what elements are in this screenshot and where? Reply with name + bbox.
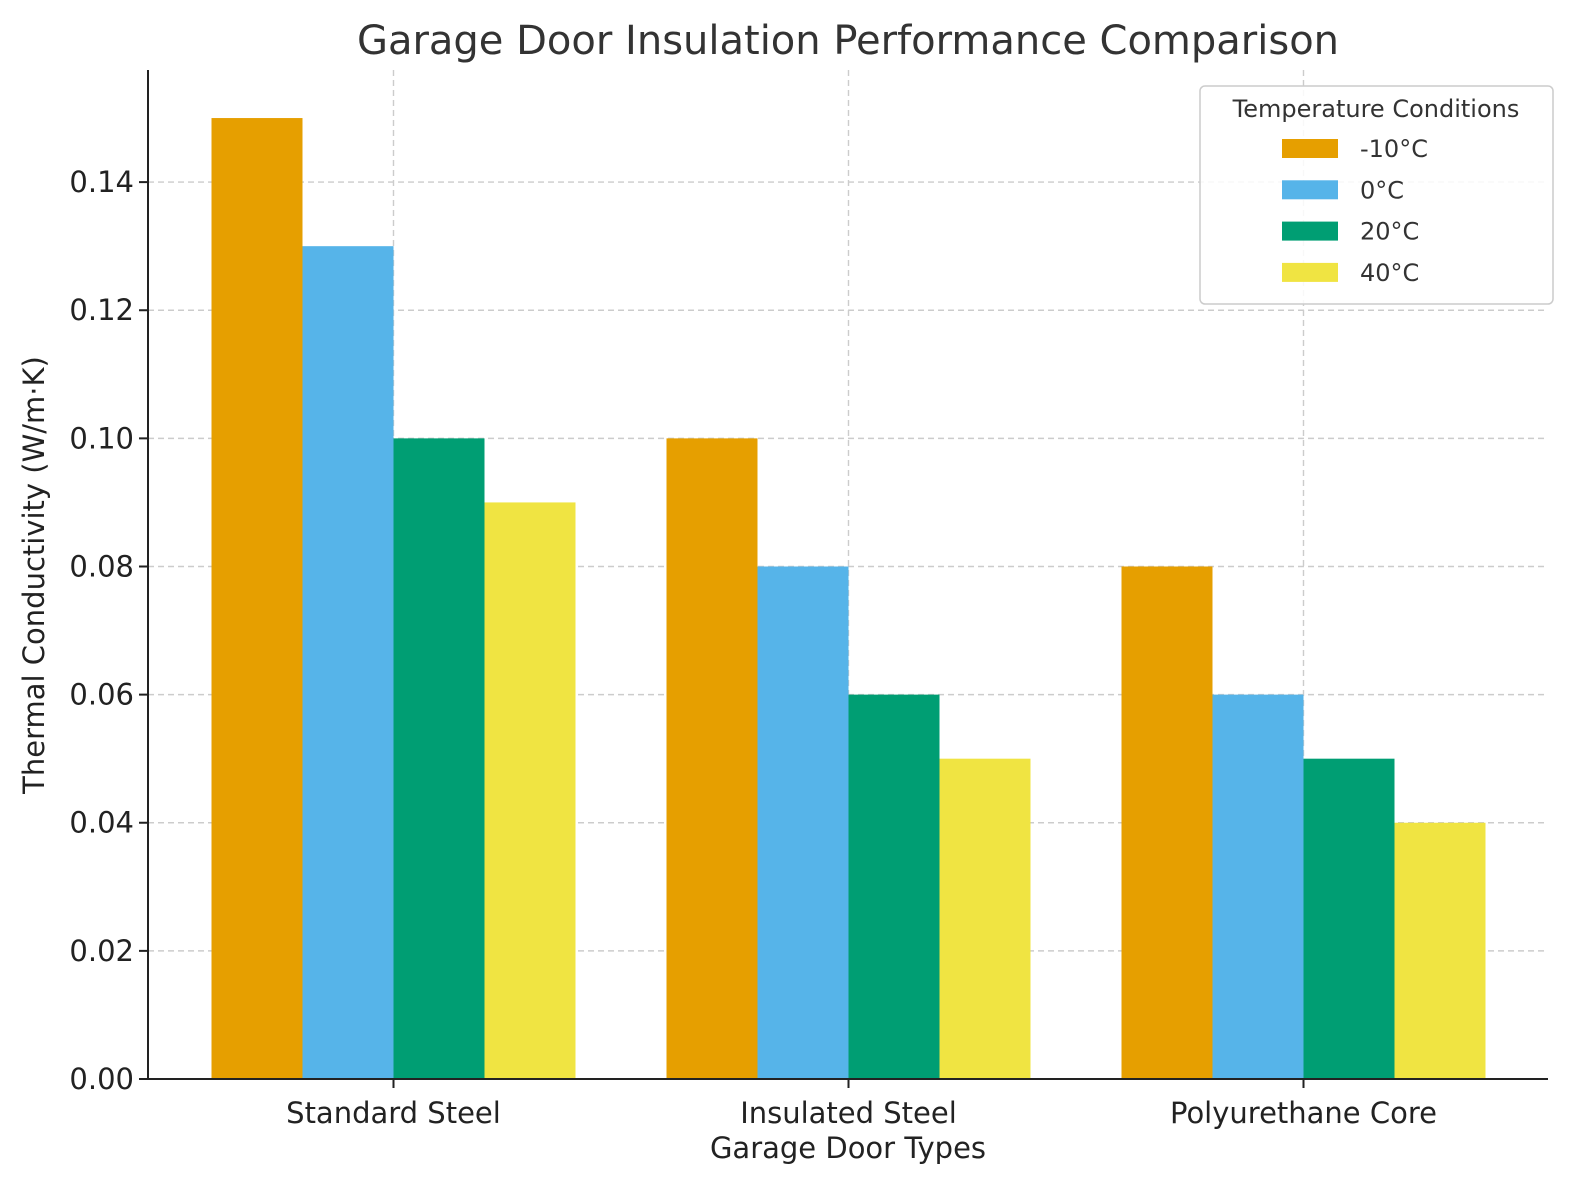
bar-20°C-insulated-steel <box>848 694 940 1079</box>
y-axis-label: Thermal Conductivity (W/m·K) <box>17 356 51 795</box>
legend-label: 20°C <box>1360 218 1419 246</box>
legend-title: Temperature Conditions <box>1232 95 1520 123</box>
bar-40°C-standard-steel <box>484 502 576 1079</box>
bar-40°C-insulated-steel <box>939 758 1031 1079</box>
bar-20°C-standard-steel <box>393 438 485 1079</box>
legend-label: 0°C <box>1360 176 1404 204</box>
x-axis-label: Garage Door Types <box>710 1131 986 1165</box>
bar--10°C-insulated-steel <box>666 438 758 1079</box>
y-tick-label: 0.10 <box>69 421 134 455</box>
y-tick-label: 0.08 <box>69 549 134 583</box>
ticks-layer: 0.00 0.02 0.04 0.06 0.08 0.10 0.12 0.14 Standard… <box>69 165 1437 1130</box>
legend-swatch <box>1282 139 1338 158</box>
y-tick-label: 0.00 <box>69 1062 134 1096</box>
bar-0°C-standard-steel <box>302 246 394 1079</box>
y-tick-label: 0.06 <box>69 678 134 712</box>
bar--10°C-standard-steel <box>211 118 303 1080</box>
chart-title: Garage Door Insulation Performance Compa… <box>357 18 1339 64</box>
legend-label: 40°C <box>1360 259 1419 287</box>
bar--10°C-polyurethane-core <box>1121 566 1213 1079</box>
bar-40°C-polyurethane-core <box>1394 822 1486 1079</box>
y-tick-label: 0.14 <box>69 165 134 199</box>
legend-label: -10°C <box>1360 135 1428 163</box>
x-tick-label: Polyurethane Core <box>1170 1096 1437 1130</box>
bar-0°C-polyurethane-core <box>1212 694 1304 1079</box>
y-tick-label: 0.02 <box>69 934 134 968</box>
legend-swatch <box>1282 262 1338 282</box>
legend-items: -10°C 0°C 20°C 40°C <box>1282 135 1428 287</box>
bar-0°C-insulated-steel <box>757 566 849 1079</box>
bar-20°C-polyurethane-core <box>1303 758 1395 1079</box>
bars-layer <box>211 118 1486 1080</box>
legend-swatch <box>1282 180 1338 200</box>
y-tick-label: 0.04 <box>69 806 134 840</box>
x-tick-label: Standard Steel <box>286 1096 501 1130</box>
x-tick-label: Insulated Steel <box>740 1096 957 1130</box>
y-tick-label: 0.12 <box>69 293 134 327</box>
legend: Temperature Conditions -10°C 0°C 20°C 40°C <box>1199 85 1554 305</box>
legend-swatch <box>1282 221 1338 241</box>
